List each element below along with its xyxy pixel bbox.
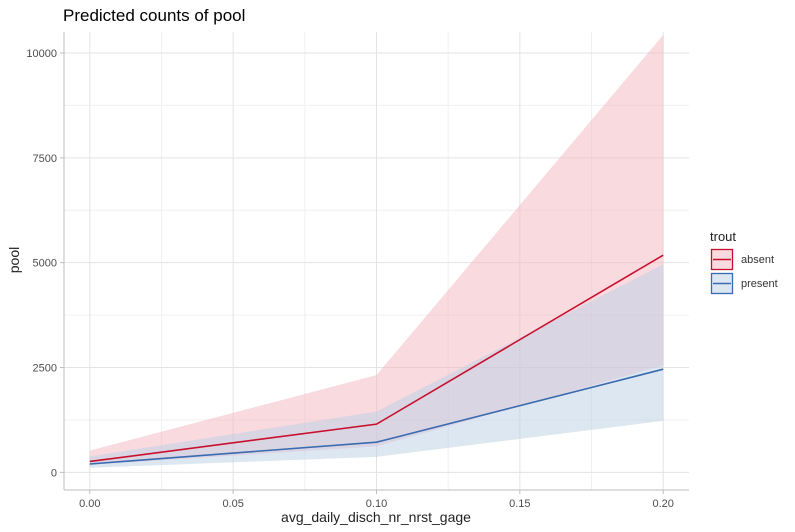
legend: trout absent present [710, 229, 778, 295]
y-tick-label: 7500 [33, 153, 57, 165]
x-ticks: 0.00 0.05 0.10 0.15 0.20 [79, 490, 674, 510]
x-tick-label: 0.05 [222, 498, 243, 510]
line-present [89, 368, 664, 465]
x-axis-title: avg_daily_disch_nr_nrst_gage [281, 509, 471, 525]
x-tick-label: 0.10 [366, 498, 387, 510]
legend-label-present: present [741, 278, 778, 290]
ribbon-present [89, 264, 664, 468]
x-tick-label: 0.20 [652, 498, 673, 510]
y-tick-label: 0 [51, 467, 57, 479]
y-axis-title: pool [6, 247, 22, 273]
x-tick-label: 0.00 [79, 498, 100, 510]
chart-title: Predicted counts of pool [63, 6, 245, 25]
y-tick-label: 2500 [33, 363, 57, 375]
series-lines [89, 254, 664, 465]
legend-title: trout [710, 229, 736, 244]
y-tick-label: 10000 [26, 48, 57, 60]
legend-items: absent present [710, 248, 778, 295]
confidence-ribbons [89, 34, 664, 468]
x-tick-label: 0.15 [509, 498, 530, 510]
y-ticks: 0 2500 5000 7500 10000 [26, 48, 64, 479]
legend-label-absent: absent [741, 254, 774, 266]
y-tick-label: 5000 [33, 258, 57, 270]
line-absent [89, 254, 664, 463]
plot-panel [63, 32, 689, 491]
